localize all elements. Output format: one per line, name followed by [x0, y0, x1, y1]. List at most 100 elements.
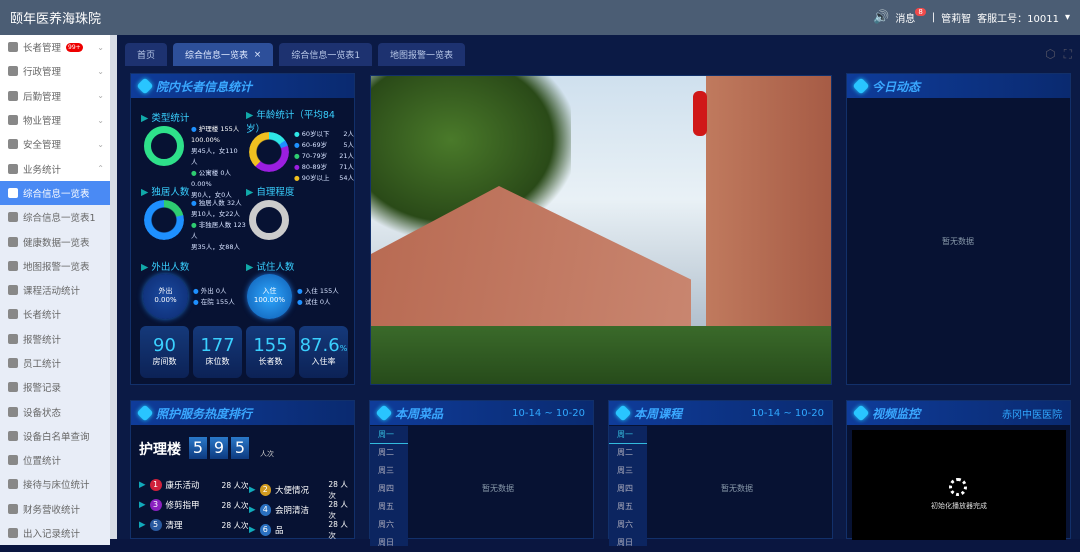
day-tab[interactable]: 周一	[609, 426, 647, 444]
day-tab[interactable]: 周三	[617, 466, 633, 475]
menu-icon	[8, 90, 18, 101]
arrow-icon: ▶	[139, 500, 146, 510]
divider: |	[931, 12, 936, 23]
day-tab[interactable]: 周五	[617, 502, 633, 511]
tab-label: 综合信息一览表1	[291, 51, 361, 61]
settings-icon[interactable]: ⬡	[1045, 47, 1056, 61]
user-name[interactable]: 管莉智	[941, 14, 972, 25]
diamond-icon	[852, 404, 870, 422]
message-count-badge: 8	[915, 7, 926, 16]
tab-bar: 首页 综合信息一览表 × 综合信息一览表1 地图报警一览表	[125, 43, 466, 66]
menu-icon	[8, 42, 18, 53]
type-legend: ● 护理楼 155人 100.00% 男45人，女110人 ● 公寓楼 0人 0…	[191, 125, 240, 199]
sidebar-subitem[interactable]: 课程活动统计	[0, 277, 110, 303]
section-title: 类型统计	[141, 110, 189, 124]
tab-home[interactable]: 首页	[125, 43, 168, 66]
chevron-icon: ⌄	[97, 42, 104, 52]
sidebar-item-label: 课程活动统计	[23, 286, 81, 298]
sidebar-subitem[interactable]: 地图报警一览表	[0, 253, 110, 278]
day-tab[interactable]: 周四	[617, 484, 633, 493]
sidebar-subitem[interactable]: 报警统计	[0, 326, 110, 351]
arrow-icon: ▶	[139, 520, 146, 530]
caret-down-icon[interactable]: ▾	[1064, 12, 1070, 23]
sidebar-item[interactable]: 后勤管理 ⌄	[0, 84, 110, 108]
tab-overview[interactable]: 综合信息一览表 ×	[173, 43, 274, 66]
building-label: 护理楼	[139, 442, 181, 458]
sidebar-subitem[interactable]: 长者统计	[0, 302, 110, 327]
chevron-icon: ⌄	[97, 139, 104, 149]
sidebar-subitem[interactable]: 接待与床位统计	[0, 472, 110, 497]
sidebar-subitem[interactable]: 报警记录	[0, 375, 110, 400]
chevron-icon: ⌄	[97, 115, 104, 125]
legend-row: ● 60岁以下 2人	[294, 130, 354, 138]
day-tab[interactable]: 周三	[378, 466, 394, 475]
empty-text: 暂无数据	[482, 484, 514, 493]
close-icon[interactable]: ×	[253, 49, 262, 60]
messages-button[interactable]: 消息	[895, 14, 916, 25]
ranking-item: ▶ 1 康乐活动 28 人次	[139, 479, 249, 491]
day-tab[interactable]: 周六	[617, 520, 633, 529]
digit: 9	[210, 437, 228, 459]
legend-row: ● 80-89岁 71人	[294, 163, 354, 171]
sidebar-subitem[interactable]: 健康数据一览表	[0, 229, 110, 254]
day-tabs: 周一周二周三周四周五周六周日	[370, 426, 408, 547]
menu-icon	[8, 528, 18, 539]
day-tab[interactable]: 周二	[617, 448, 633, 457]
sidebar-item-label: 安全管理	[23, 140, 62, 152]
menu-icon	[8, 333, 18, 344]
section-title: 外出人数	[141, 259, 189, 273]
today-panel: 今日动态 暂无数据	[846, 73, 1071, 385]
sidebar-subitem[interactable]: 出入记录统计	[0, 520, 110, 546]
sidebar-item[interactable]: 长者管理 99+ ⌄	[0, 35, 110, 59]
diamond-icon	[136, 77, 154, 95]
sidebar-item-label: 长者管理	[23, 43, 62, 55]
day-tab[interactable]: 周日	[617, 538, 633, 547]
sidebar-item-label: 综合信息一览表	[23, 188, 90, 200]
digit: 5	[189, 437, 207, 459]
arrow-icon: ▶	[249, 525, 256, 535]
sidebar-subitem[interactable]: 设备状态	[0, 399, 110, 424]
arrow-icon: ▶	[249, 505, 256, 515]
tab-overview-1[interactable]: 综合信息一览表1	[279, 43, 373, 66]
sidebar-subitem[interactable]: 设备白名单查询	[0, 423, 110, 449]
trial-legend: ● 入住 155人 ● 试住 0人	[297, 287, 339, 306]
day-tab[interactable]: 周一	[370, 426, 408, 444]
date-range: 10-14 ~ 10-20	[751, 407, 824, 419]
sidebar-item-label: 业务统计	[23, 164, 62, 176]
day-tab[interactable]: 周四	[378, 484, 394, 493]
sidebar-item[interactable]: 物业管理 ⌄	[0, 108, 110, 132]
sidebar-subitem[interactable]: 综合信息一览表1	[0, 205, 110, 230]
sidebar-subitem[interactable]: 位置统计	[0, 448, 110, 473]
day-tab[interactable]: 周六	[378, 520, 394, 529]
speaker-icon[interactable]: 🔊	[873, 10, 890, 25]
sidebar-subitem[interactable]: 财务营收统计	[0, 496, 110, 521]
menu-icon	[8, 285, 18, 296]
sidebar-item[interactable]: 行政管理 ⌄	[0, 59, 110, 83]
sidebar-item[interactable]: 安全管理 ⌄	[0, 132, 110, 156]
site-name[interactable]: 赤冈中医医院	[1002, 409, 1062, 421]
menu-icon	[8, 455, 18, 466]
menu-icon	[8, 212, 18, 223]
menu-icon	[8, 236, 18, 247]
day-tab[interactable]: 周二	[378, 448, 394, 457]
day-tabs: 周一周二周三周四周五周六周日	[609, 426, 647, 547]
panel-title: 本周菜品	[395, 406, 444, 421]
sidebar-subitem[interactable]: 员工统计	[0, 350, 110, 376]
top-header: 颐年医养海珠院 🔊 消息 8 | 管莉智 客服工号：10011 ▾	[0, 0, 1080, 35]
sidebar-scrollbar[interactable]	[110, 35, 117, 539]
day-tab[interactable]: 周日	[378, 538, 394, 547]
section-title: 独居人数	[141, 184, 189, 198]
video-player[interactable]: 初始化播放器完成	[852, 430, 1066, 540]
loading-spinner-icon	[949, 478, 967, 496]
sidebar-item[interactable]: 业务统计 ⌃	[0, 156, 110, 180]
ranking-item: ▶ 6 品 28 人次	[249, 520, 348, 540]
day-tab[interactable]: 周五	[378, 502, 394, 511]
staff-id[interactable]: 客服工号：10011	[977, 14, 1059, 25]
menu-icon	[8, 139, 18, 150]
fullscreen-icon[interactable]: ⛶	[1063, 47, 1072, 61]
sidebar-subitem[interactable]: 综合信息一览表	[0, 180, 110, 206]
chevron-icon: ⌃	[97, 164, 104, 174]
stat-card-occupancy: 87.6% 入住率	[299, 326, 348, 378]
tab-map-alarm[interactable]: 地图报警一览表	[378, 43, 466, 66]
